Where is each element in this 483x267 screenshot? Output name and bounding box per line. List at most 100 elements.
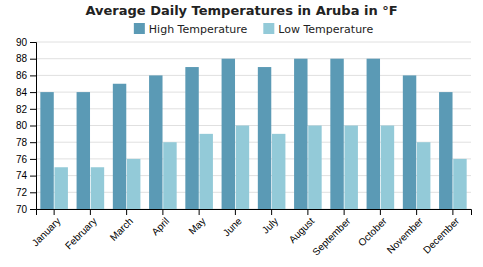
bar	[417, 142, 430, 209]
x-tick-label: July	[260, 215, 280, 235]
x-tick-label: February	[63, 215, 99, 251]
y-tick-mark	[30, 75, 36, 76]
bar	[381, 126, 394, 210]
x-tick-mark	[90, 209, 91, 215]
bar	[185, 67, 198, 209]
y-tick: 70	[16, 204, 36, 215]
x-tick-mark	[235, 209, 236, 215]
bar	[91, 167, 104, 209]
y-tick-mark	[30, 59, 36, 60]
y-tick: 76	[16, 154, 36, 165]
bar	[236, 126, 249, 210]
x-tick-label: April	[149, 215, 171, 237]
x-tick-mark	[416, 209, 417, 215]
y-tick-label: 82	[16, 104, 28, 115]
x-tick: September	[310, 209, 353, 258]
bar	[308, 126, 321, 210]
y-tick-label: 72	[16, 187, 28, 198]
y-axis-line	[30, 43, 37, 210]
y-tick-label: 88	[16, 53, 28, 64]
bar	[330, 59, 343, 209]
bar	[367, 59, 380, 209]
x-tick-mark	[380, 209, 381, 215]
title: Average Daily Temperatures in Aruba in °…	[85, 3, 397, 18]
y-tick-mark	[30, 126, 36, 127]
bar	[113, 84, 126, 209]
x-tick-label: May	[186, 215, 207, 236]
x-tick: July	[260, 209, 280, 236]
x-tick-label: December	[421, 215, 462, 256]
legend: High Temperature Low Temperature	[134, 23, 374, 36]
x-tick-mark	[126, 209, 127, 215]
y-tick-label: 70	[16, 204, 28, 215]
x-axis-line	[37, 210, 472, 216]
y-tick-label: 78	[16, 137, 28, 148]
x-tick-mark	[271, 209, 272, 215]
chart: Average Daily Temperatures in Aruba in °…	[0, 0, 483, 267]
x-tick: October	[356, 209, 389, 248]
bar	[222, 59, 235, 209]
legend-item: Low Temperature	[263, 23, 373, 36]
y-tick-mark	[30, 209, 36, 210]
y-tick: 88	[16, 53, 36, 64]
y-tick: 82	[16, 104, 36, 115]
x-tick-label: October	[356, 215, 389, 248]
y-tick: 78	[16, 137, 36, 148]
bar	[403, 75, 416, 209]
grid-line	[36, 42, 471, 43]
y-tick-mark	[30, 192, 36, 193]
y-tick: 72	[16, 187, 36, 198]
bars	[40, 59, 466, 209]
legend-swatch	[263, 23, 274, 34]
x-tick: November	[385, 209, 426, 256]
plot: 70 72 74 76 78 80 82 84 86 88 90 JanuaryFebruary Mar…	[16, 37, 472, 258]
y-tick: 80	[16, 120, 36, 131]
x-tick-mark	[452, 209, 453, 215]
y-tick-label: 84	[16, 87, 28, 98]
y-tick: 86	[16, 70, 36, 81]
bar	[272, 134, 285, 209]
y-tick-mark	[30, 109, 36, 110]
bar	[54, 167, 67, 209]
x-tick-label: August	[287, 215, 317, 245]
bar	[453, 159, 466, 209]
bar	[258, 67, 271, 209]
legend-label: High Temperature	[149, 23, 248, 36]
y-tick-label: 76	[16, 154, 28, 165]
x-axis: JanuaryFebruaryMarchAprilMayJuneJulyAugu…	[30, 209, 472, 258]
x-tick-mark	[162, 209, 163, 215]
grid-line	[36, 58, 471, 59]
y-tick-mark	[30, 142, 36, 143]
x-tick: March	[108, 209, 135, 243]
x-tick-label: March	[108, 215, 135, 242]
series	[54, 126, 466, 210]
x-tick: August	[287, 209, 317, 245]
y-tick: 84	[16, 87, 36, 98]
y-tick-mark	[30, 159, 36, 160]
grid	[36, 42, 471, 209]
x-tick: May	[186, 209, 207, 237]
legend-label: Low Temperature	[278, 23, 373, 36]
y-tick-mark	[30, 42, 36, 43]
x-tick-mark	[199, 209, 200, 215]
y-axis: 70 72 74 76 78 80 82 84 86 88 90	[16, 37, 37, 215]
x-tick-label: September	[310, 215, 353, 258]
x-tick: January	[30, 209, 63, 248]
y-tick: 90	[16, 37, 36, 48]
y-tick-label: 90	[16, 37, 28, 48]
y-tick-label: 80	[16, 120, 28, 131]
series	[40, 59, 452, 209]
bar	[127, 159, 140, 209]
bar	[149, 75, 162, 209]
bar	[40, 92, 53, 209]
bar	[344, 126, 357, 210]
bar	[439, 92, 452, 209]
bar	[199, 134, 212, 209]
bar	[163, 142, 176, 209]
legend-item: High Temperature	[134, 23, 248, 36]
x-tick-mark	[307, 209, 308, 215]
x-tick: April	[149, 209, 171, 237]
y-tick-mark	[30, 92, 36, 93]
x-tick-label: November	[385, 215, 426, 256]
y-tick-label: 74	[16, 170, 28, 181]
